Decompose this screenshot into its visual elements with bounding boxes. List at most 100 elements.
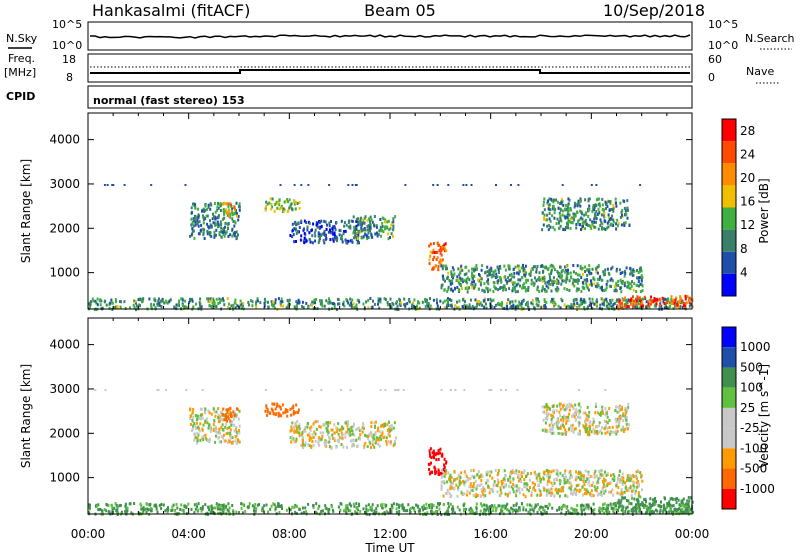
power-cell xyxy=(520,276,523,280)
power-cell xyxy=(647,299,650,303)
power-cell xyxy=(263,304,266,308)
power-cell xyxy=(509,300,512,304)
velocity-cell xyxy=(234,413,237,417)
power-cell xyxy=(206,297,209,301)
velocity-cell xyxy=(669,508,672,512)
power-cell xyxy=(633,282,636,285)
power-cell xyxy=(278,198,281,202)
power-cell xyxy=(594,226,597,229)
power-cell xyxy=(514,299,517,303)
power-cell xyxy=(549,225,552,229)
power-cell xyxy=(532,283,535,287)
power-cell xyxy=(353,236,356,240)
power-cell xyxy=(581,227,584,230)
velocity-cell xyxy=(324,504,327,508)
velocity-cell xyxy=(606,506,609,510)
velocity-cell xyxy=(228,506,231,510)
power-cell xyxy=(323,229,326,233)
power-cell xyxy=(573,218,576,222)
velocity-cell xyxy=(602,411,604,415)
velocity-cell xyxy=(487,479,490,483)
power-cell xyxy=(461,277,464,281)
power-cell xyxy=(538,290,541,293)
velocity-cell xyxy=(600,473,603,477)
station-title: Hankasalmi (fitACF) xyxy=(92,1,250,20)
velocity-cell xyxy=(351,444,354,448)
velocity-cell xyxy=(616,429,619,433)
power-cell xyxy=(578,304,581,308)
power-cell xyxy=(221,217,224,221)
velocity-cell xyxy=(639,509,642,513)
velocity-cell xyxy=(631,496,634,500)
power-cell xyxy=(445,264,448,268)
power-cell xyxy=(613,289,616,293)
power-cell xyxy=(619,201,622,205)
velocity-cell xyxy=(301,436,304,440)
power-cell xyxy=(546,224,549,228)
power-cell xyxy=(323,304,326,308)
velocity-cell xyxy=(110,504,113,508)
power-cell xyxy=(207,225,210,229)
velocity-cell xyxy=(346,430,349,434)
power-cell xyxy=(596,213,599,216)
velocity-cell xyxy=(238,429,240,433)
power-cell xyxy=(602,208,605,212)
power-cell xyxy=(382,217,385,221)
power-cell xyxy=(152,303,155,307)
power-cell xyxy=(224,225,227,229)
power-cell xyxy=(471,285,474,289)
power-cell xyxy=(595,300,598,304)
power-cell xyxy=(547,282,550,286)
power-cell xyxy=(373,224,376,228)
power-cell xyxy=(516,271,518,275)
power-cell xyxy=(454,304,457,308)
power-cell xyxy=(612,224,615,227)
power-cell xyxy=(554,268,556,272)
power-cell xyxy=(633,299,635,303)
power-cell xyxy=(559,275,562,279)
velocity-cell xyxy=(563,476,566,479)
power-cell xyxy=(468,278,471,282)
power-cell xyxy=(228,209,231,213)
power-cell xyxy=(298,201,301,204)
power-cell xyxy=(177,303,180,307)
velocity-cell xyxy=(484,489,487,493)
power-cell xyxy=(466,290,469,294)
velocity-cell xyxy=(440,487,443,491)
power-cell xyxy=(456,300,458,304)
velocity-cell xyxy=(189,417,192,420)
velocity-cell xyxy=(295,424,298,428)
velocity-cell xyxy=(431,470,434,474)
velocity-cell xyxy=(165,389,167,391)
velocity-cell xyxy=(457,473,460,477)
velocity-cell xyxy=(375,439,378,443)
velocity-cell xyxy=(195,441,198,445)
velocity-cell xyxy=(475,511,478,515)
velocity-cell xyxy=(297,408,300,412)
velocity-cell xyxy=(550,481,553,485)
velocity-cell xyxy=(545,405,547,409)
power-cell xyxy=(585,278,588,281)
velocity-cell xyxy=(569,487,572,491)
power-cell xyxy=(508,264,511,268)
velocity-cell xyxy=(378,430,381,434)
power-cell xyxy=(607,220,610,223)
power-cell xyxy=(603,215,606,219)
power-cell xyxy=(471,280,474,284)
velocity-cell xyxy=(292,425,295,429)
velocity-cell xyxy=(393,441,396,445)
power-cell xyxy=(180,297,183,301)
velocity-cell xyxy=(622,476,625,480)
velocity-cell xyxy=(428,503,430,507)
power-cell xyxy=(623,206,626,210)
velocity-cell xyxy=(500,504,503,508)
power-cell xyxy=(205,214,208,218)
velocity-cell xyxy=(497,469,500,472)
power-cell xyxy=(497,301,500,305)
velocity-cell xyxy=(416,504,419,508)
power-cell xyxy=(543,216,546,220)
power-cell xyxy=(431,267,433,271)
power-cell xyxy=(239,299,242,303)
power-cell xyxy=(552,265,555,269)
power-cell xyxy=(624,271,627,275)
